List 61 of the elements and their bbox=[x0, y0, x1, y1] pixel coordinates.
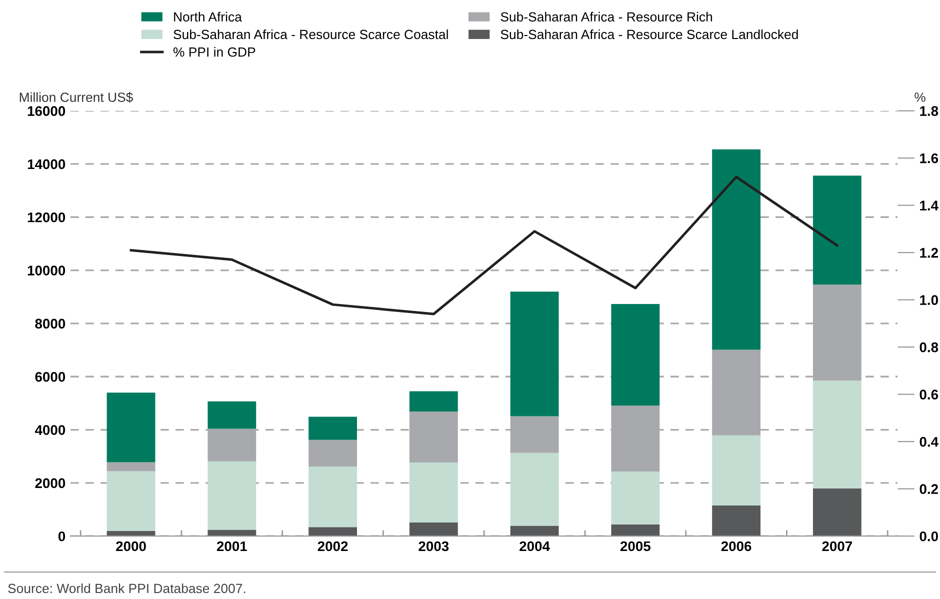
y2-tick-label: 1.2 bbox=[920, 248, 938, 258]
y2-tick-label: 0.8 bbox=[920, 342, 938, 352]
bar bbox=[106, 471, 156, 532]
y-tick-label: 14000 bbox=[28, 159, 66, 170]
y2-tick-label: 1.4 bbox=[920, 200, 938, 210]
bar bbox=[208, 530, 256, 536]
bar bbox=[712, 149, 761, 350]
x-tick-label: 2000 bbox=[116, 541, 146, 552]
bar bbox=[510, 452, 559, 526]
bar bbox=[409, 391, 458, 412]
bar bbox=[308, 466, 357, 528]
x-tick-label: 2001 bbox=[216, 541, 247, 552]
y2-tick-label: 0.6 bbox=[920, 390, 938, 400]
bar bbox=[510, 526, 559, 536]
y-tick-label: 0 bbox=[58, 531, 66, 542]
legend-label: Sub-Saharan Africa - Resource Scarce Landlocked bbox=[500, 29, 798, 40]
y-tick-label: 6000 bbox=[35, 372, 66, 382]
bar bbox=[812, 176, 862, 285]
y-tick-label: 2000 bbox=[35, 478, 66, 488]
bar bbox=[812, 488, 862, 536]
x-tick-label: 2003 bbox=[418, 541, 449, 552]
legend-label: Sub-Saharan Africa - Resource Rich bbox=[500, 12, 712, 22]
bar bbox=[611, 304, 660, 406]
y2-tick-label: 0.0 bbox=[920, 531, 938, 542]
x-tick-label: 2004 bbox=[520, 541, 550, 552]
bar bbox=[308, 440, 357, 466]
x-tick-label: 2005 bbox=[620, 541, 650, 552]
bar bbox=[611, 472, 660, 524]
x-tick-label: 2007 bbox=[822, 541, 852, 552]
bar bbox=[611, 524, 660, 536]
bar bbox=[409, 462, 458, 523]
y2-tick-label: 0.4 bbox=[920, 436, 938, 447]
legend-label: % PPI in GDP bbox=[173, 47, 256, 57]
y2-tick-label: 1.6 bbox=[920, 153, 938, 164]
x-tick-label: 2006 bbox=[721, 541, 752, 552]
bar bbox=[712, 435, 761, 506]
bar bbox=[409, 522, 458, 536]
source-note: Source: World Bank PPI Database 2007. bbox=[8, 583, 246, 594]
legend-label: North Africa bbox=[174, 12, 242, 22]
y-tick-label: 8000 bbox=[35, 318, 66, 329]
y2-tick-label: 1.0 bbox=[920, 295, 938, 305]
bar bbox=[106, 462, 156, 472]
bar bbox=[712, 506, 761, 536]
y-tick-label: 12000 bbox=[28, 212, 66, 222]
bar bbox=[106, 392, 156, 462]
legend-label: Sub-Saharan Africa - Resource Scarce Coastal bbox=[174, 29, 448, 40]
bar bbox=[308, 527, 357, 536]
y-axis-title: Million Current US$ bbox=[20, 92, 133, 103]
bar bbox=[308, 416, 357, 440]
bar bbox=[510, 292, 559, 416]
y2-tick-label: 0.2 bbox=[920, 484, 938, 494]
bar bbox=[812, 380, 862, 489]
x-tick-label: 2002 bbox=[318, 541, 348, 552]
y2-tick-label: 1.8 bbox=[920, 106, 938, 116]
bar bbox=[208, 401, 256, 429]
y-tick-label: 10000 bbox=[28, 266, 66, 276]
line-series bbox=[130, 176, 838, 316]
y-tick-label: 16000 bbox=[28, 106, 66, 116]
y-tick-label: 4000 bbox=[34, 425, 66, 435]
bar bbox=[208, 461, 256, 530]
y2-axis-title: % bbox=[914, 92, 926, 102]
